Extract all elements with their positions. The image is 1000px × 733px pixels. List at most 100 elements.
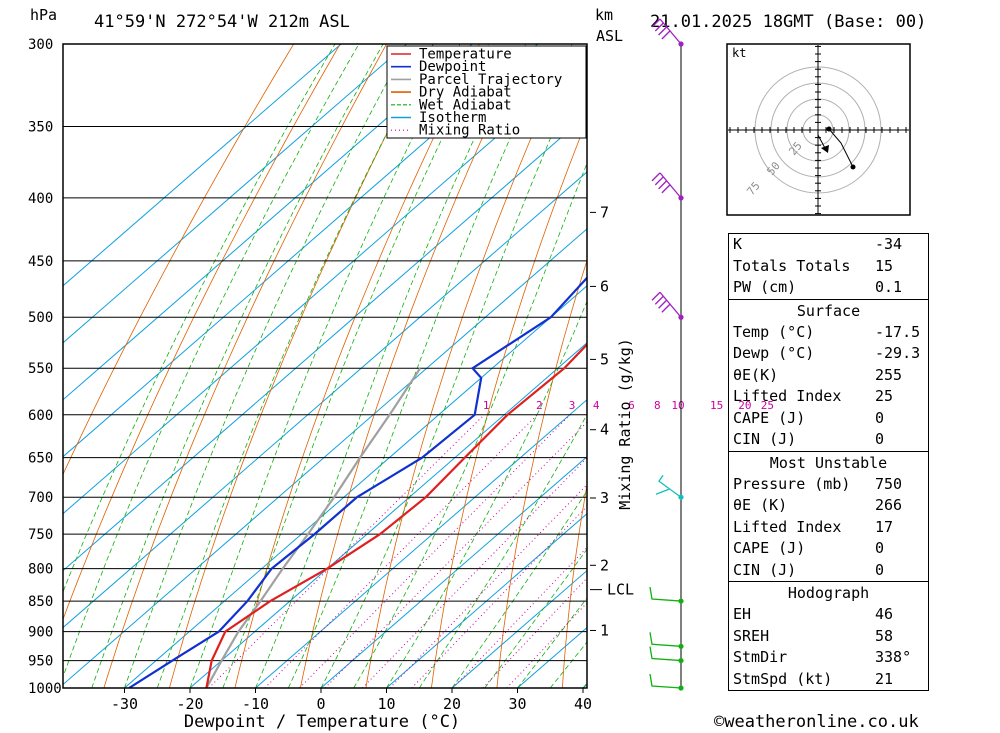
- mixing-ratio-tick-label: 20: [738, 399, 751, 412]
- k-index-row: K -34: [729, 234, 928, 256]
- temperature-tick-label: 40: [574, 695, 592, 713]
- hodograph-point: [850, 164, 856, 170]
- legend-box: [386, 45, 587, 139]
- most-unstable-row: CAPE (J) 0: [729, 538, 928, 560]
- legend-label: Wet Adiabat: [419, 97, 512, 113]
- km-tick-label: 5: [600, 350, 609, 368]
- surface-value: -17.5: [875, 322, 921, 341]
- mixing-ratio-tick-label: 2: [536, 399, 543, 412]
- isotherm-line: [320, 456, 587, 688]
- wind-barb: [649, 632, 682, 647]
- isotherm-line: [63, 57, 587, 515]
- legend-label: Temperature: [419, 47, 512, 63]
- pressure-tick-label: 900: [28, 625, 53, 641]
- isotherm-line: [124, 285, 587, 688]
- km-tick-label: 6: [600, 277, 609, 295]
- mixing-ratio-tick-label: 1: [483, 399, 490, 412]
- hodograph-stat-label: StmDir: [733, 648, 788, 666]
- mixing-ratio-line: [506, 602, 587, 688]
- wind-barb: [659, 291, 682, 318]
- totals-row: Totals Totals 15: [729, 256, 928, 278]
- mixing-ratio-line: [264, 414, 538, 688]
- isotherm-line: [189, 342, 587, 688]
- location-title: 41°59'N 272°54'W 212m ASL: [94, 12, 350, 32]
- hodograph-stat-row: SREH 58: [729, 626, 928, 648]
- km-tick-label: 2: [600, 556, 609, 574]
- pressure-tick-label: 1000: [28, 681, 62, 697]
- mixing-ratio-line: [324, 421, 587, 688]
- isotherm-line: [63, 44, 538, 458]
- mixing-ratio-line: [208, 414, 485, 688]
- most-unstable-value: 0: [875, 560, 885, 579]
- hodograph-point: [826, 126, 832, 132]
- km-tick-label: 7: [600, 203, 609, 221]
- most-unstable-row: θE (K) 266: [729, 495, 928, 517]
- mixing-ratio-tick-label: 4: [593, 399, 600, 412]
- dry-adiabat-line: [562, 482, 587, 688]
- mixing-ratio-line: [299, 414, 571, 688]
- surface-label: CIN (J): [733, 430, 797, 448]
- legend-label: Parcel Trajectory: [419, 72, 562, 88]
- totals-label: Totals Totals: [733, 256, 851, 275]
- profile-lines: [128, 276, 587, 688]
- lcl-label: LCL: [607, 581, 634, 599]
- isotherm-line: [63, 44, 407, 344]
- wind-barb: [651, 172, 661, 182]
- wet-adiabat-line: [91, 44, 384, 688]
- isotherm-line: [63, 171, 587, 629]
- hodograph-stat-label: StmSpd (kt): [733, 669, 833, 688]
- wind-barb-dot: [678, 657, 684, 664]
- dry-adiabat-line: [939, 44, 990, 688]
- hodograph-stat-row: StmDir 338°: [729, 647, 928, 669]
- most-unstable-title: Most Unstable: [769, 453, 888, 472]
- mixing-ratio-tick-label: 3: [569, 399, 576, 412]
- diagram-background-lines: [63, 44, 990, 688]
- dry-adiabat-line: [365, 44, 573, 688]
- wind-barb: [649, 586, 682, 602]
- temperature-tick-label: 10: [377, 695, 395, 713]
- surface-row: Lifted Index 25: [729, 386, 928, 408]
- surface-label: CAPE (J): [733, 408, 806, 427]
- mixing-ratio-line: [362, 457, 587, 688]
- isotherm-line: [255, 399, 587, 688]
- hodograph-stat-row: EH 46: [729, 604, 928, 626]
- wind-barb: [654, 176, 664, 186]
- legend-label: Dewpoint: [419, 59, 486, 75]
- most-unstable-label: CAPE (J): [733, 539, 806, 557]
- copyright-label: ©weatheronline.co.uk: [714, 712, 919, 732]
- pressure-tick-label: 850: [28, 594, 53, 610]
- surface-label: Lifted Index: [733, 387, 842, 405]
- pressure-tick-label: 350: [28, 119, 53, 135]
- pressure-tick-label: 550: [28, 361, 53, 377]
- dry-adiabat-line: [103, 44, 387, 688]
- asl-label: ASL: [596, 27, 623, 45]
- hodograph-section: EH 46 SREH 58 StmDir 338° StmSpd (kt) 21: [729, 604, 928, 690]
- parcel-trajectory-line: [205, 367, 422, 688]
- most-unstable-label: CIN (J): [733, 560, 797, 579]
- pressure-tick-label: 450: [28, 254, 53, 270]
- mixing-ratio-tick-label: 15: [710, 399, 723, 412]
- most-unstable-value: 0: [875, 539, 885, 557]
- hodograph-stat-label: SREH: [733, 626, 770, 645]
- hodograph-table-title: Hodograph: [787, 584, 870, 602]
- legend-label: Isotherm: [419, 110, 486, 126]
- wind-barb: [655, 488, 670, 495]
- storm-motion-arrowhead: [821, 145, 829, 153]
- most-unstable-value: 17: [875, 517, 894, 536]
- mixing-ratio-line: [452, 546, 587, 688]
- isotherm-line: [63, 228, 587, 686]
- wet-adiabat-line: [451, 490, 587, 688]
- wind-barb: [658, 26, 668, 36]
- legend-label: Dry Adiabat: [419, 85, 512, 101]
- pressure-tick-label: 400: [28, 191, 53, 207]
- wind-barb: [661, 184, 671, 194]
- most-unstable-value: 750: [875, 474, 903, 493]
- surface-row: CAPE (J) 0: [729, 408, 928, 430]
- wind-barb: [654, 295, 664, 305]
- k-index-label: K: [733, 235, 743, 253]
- hodograph-unit-label: kt: [732, 46, 746, 60]
- temperature-line: [205, 342, 587, 688]
